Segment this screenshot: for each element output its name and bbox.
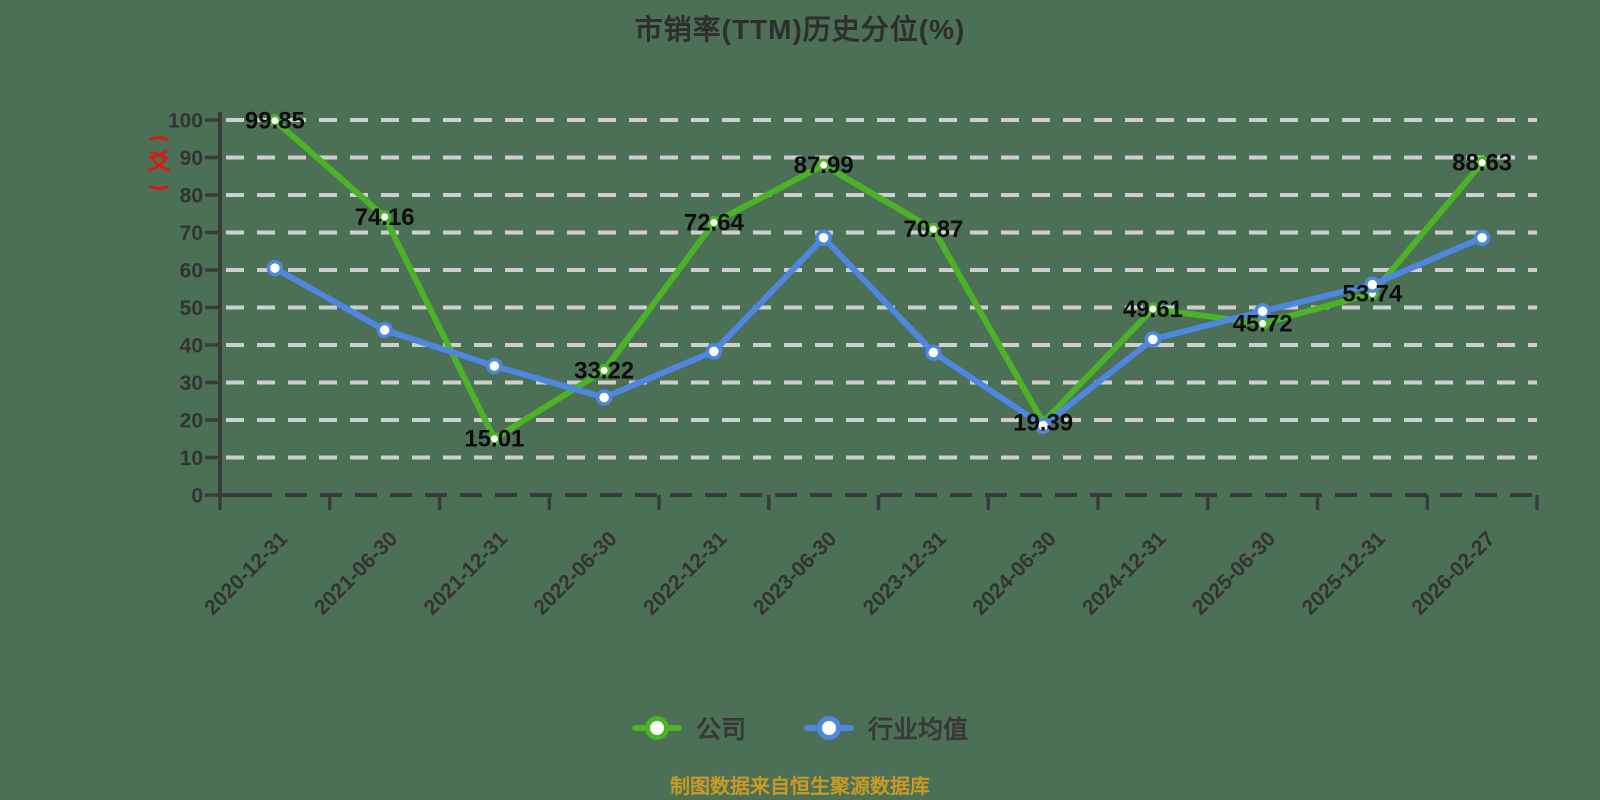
data-point	[486, 357, 503, 375]
y-axis-label: 40	[180, 335, 203, 358]
data-point	[1146, 302, 1160, 316]
y-axis-label: 60	[180, 260, 203, 283]
data-point	[266, 259, 284, 277]
x-axis-label: 2022-06-30	[529, 527, 621, 619]
x-axis-label: 2024-12-31	[1078, 527, 1170, 619]
data-point	[487, 432, 501, 446]
data-point-label: 74.16	[355, 204, 415, 231]
data-point-label: 72.64	[684, 210, 745, 237]
data-point	[1254, 303, 1271, 320]
legend-label-company: 公司	[695, 716, 746, 744]
industry-average-series-points	[266, 229, 1491, 434]
legend-item-company[interactable]: 公司	[631, 710, 746, 746]
company-series-points	[268, 114, 1489, 446]
legend-label-industry-average: 行业均值	[868, 716, 969, 744]
data-point-label: 88.63	[1452, 150, 1512, 177]
y-axis-label: 90	[180, 147, 203, 170]
data-point	[1473, 229, 1491, 246]
data-point	[376, 321, 393, 339]
data-point-label: 45.72	[1233, 311, 1293, 338]
industry-series-marker-icon	[804, 715, 854, 741]
data-point-label: 53.74	[1342, 280, 1403, 307]
x-axis-label: 2026-02-27	[1407, 527, 1499, 619]
data-point	[926, 222, 940, 236]
data-point	[268, 114, 282, 128]
y-axis-label: 0	[191, 485, 203, 508]
x-axis-label: 2022-12-31	[639, 527, 731, 619]
data-point-label: 33.22	[574, 357, 634, 384]
data-point-label: 15.01	[464, 426, 524, 453]
industry-average-series-line	[271, 234, 1486, 429]
data-point-label: 99.85	[245, 108, 305, 135]
series-path	[271, 117, 1486, 442]
axes: 0 10 20 30 40 50 60 70 80 90 100 2020-12-31 2021-06-…	[168, 110, 1539, 619]
y-axis-label: 50	[180, 297, 203, 320]
company-series-line	[271, 117, 1486, 442]
data-point-label: 70.87	[903, 216, 963, 243]
y-axis-label: 80	[180, 185, 203, 208]
x-axis-label: 2021-12-31	[420, 527, 512, 619]
x-axis-label: 2025-06-30	[1188, 527, 1280, 619]
x-axis-label: 2020-12-31	[200, 527, 292, 619]
data-point	[817, 158, 831, 172]
company-series-marker-icon	[631, 715, 682, 741]
red-watermark-stamp: 爻	[142, 136, 176, 190]
data-point	[595, 389, 613, 406]
watermark-glyph-icon: 爻	[147, 149, 171, 176]
y-axis-label: 20	[180, 410, 203, 433]
y-axis-label: 30	[180, 372, 203, 395]
data-point	[1034, 417, 1052, 434]
chart-title: 市销率(TTM)历史分位(%)	[634, 14, 966, 45]
data-source-note: 制图数据来自恒生聚源数据库	[670, 776, 930, 798]
data-point	[1144, 331, 1162, 348]
legend-item-industry-average[interactable]: 行业均值	[804, 710, 968, 746]
series-path	[271, 234, 1486, 429]
data-point-label: 49.61	[1123, 296, 1183, 323]
data-point	[378, 210, 392, 224]
legend: 公司 行业均值	[0, 710, 1600, 746]
company-data-labels: 99.85 74.16 15.01 33.22 72.64 87.99 70.87 19.39…	[245, 108, 1512, 453]
y-axis-label: 70	[180, 222, 203, 245]
x-axis-label: 2023-06-30	[749, 527, 841, 619]
data-point	[925, 344, 942, 361]
watermark-top-arc-icon	[146, 136, 172, 151]
data-point	[705, 343, 723, 360]
x-axis-label: 2025-12-31	[1298, 527, 1390, 619]
data-point	[1475, 156, 1489, 170]
data-point	[707, 216, 721, 230]
y-axis-label: 10	[180, 447, 203, 470]
data-point-label: 19.39	[1013, 409, 1073, 436]
data-point	[1364, 276, 1381, 293]
watermark-bottom-arc-icon	[146, 175, 172, 190]
x-axis-label: 2021-06-30	[310, 527, 402, 619]
data-point	[815, 229, 832, 246]
data-point-label: 87.99	[794, 152, 854, 179]
x-axis-label: 2023-12-31	[859, 527, 951, 619]
x-axis-label: 2024-06-30	[968, 527, 1060, 619]
data-point	[597, 363, 611, 377]
y-axis-label: 100	[168, 110, 203, 133]
